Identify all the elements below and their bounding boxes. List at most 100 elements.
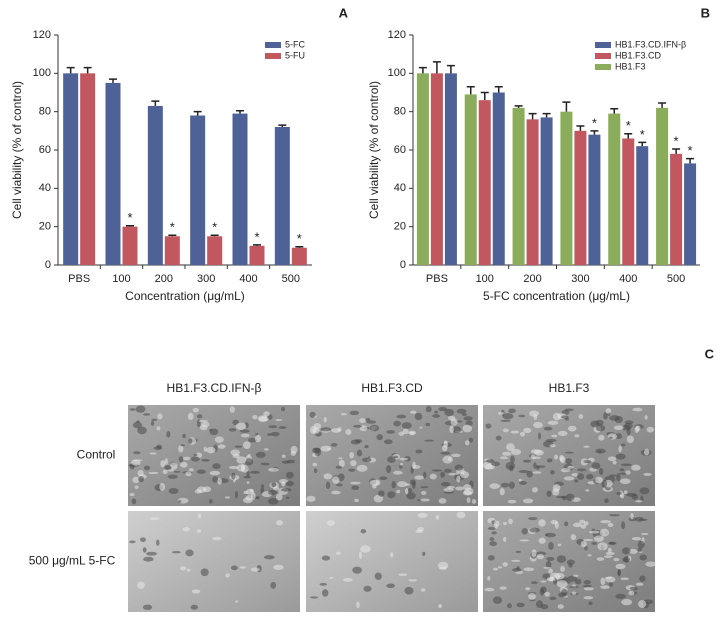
cell <box>320 427 332 432</box>
cell <box>406 492 416 500</box>
cell <box>182 527 190 532</box>
cell <box>235 422 247 430</box>
cell <box>518 414 526 418</box>
bar <box>249 245 265 265</box>
cell <box>628 590 635 596</box>
cell <box>583 580 592 585</box>
y-tick-label: 100 <box>33 67 51 79</box>
cell <box>644 448 650 456</box>
cell <box>138 476 145 483</box>
bar <box>63 73 79 265</box>
cell <box>510 448 522 455</box>
cell <box>544 591 550 597</box>
cell <box>358 551 363 559</box>
cell <box>492 567 499 571</box>
significance-mark: * <box>127 210 132 225</box>
cell <box>432 414 441 418</box>
cell <box>408 487 413 493</box>
cell <box>601 479 608 488</box>
cell <box>314 448 322 457</box>
cell <box>275 493 283 501</box>
cell <box>532 471 542 474</box>
cell <box>608 581 613 587</box>
cell <box>196 414 203 419</box>
cell <box>271 431 280 437</box>
cell <box>231 472 236 480</box>
x-tick-label: 200 <box>523 273 541 285</box>
cell <box>248 437 257 443</box>
cell <box>531 549 537 557</box>
cell <box>624 422 633 430</box>
cell <box>556 495 566 499</box>
cell <box>545 560 552 569</box>
column-header: HB1.F3.CD.IFN-β <box>167 381 262 395</box>
error-bar <box>418 66 427 74</box>
cell <box>456 408 467 414</box>
cell <box>356 449 363 457</box>
cell <box>546 458 553 463</box>
cell <box>441 482 451 487</box>
cell <box>461 412 467 416</box>
y-tick-label: 80 <box>394 106 406 118</box>
x-tick-label: 300 <box>197 273 215 285</box>
cell <box>271 481 277 488</box>
cell <box>572 522 582 528</box>
y-tick-label: 40 <box>394 182 406 194</box>
cell <box>626 492 637 497</box>
cell <box>543 566 551 569</box>
cell <box>553 454 559 460</box>
cell <box>338 457 343 460</box>
cell <box>191 589 201 594</box>
cell <box>549 596 557 601</box>
cell <box>363 585 372 592</box>
cell <box>429 473 437 480</box>
cell <box>607 456 617 461</box>
cell <box>356 464 368 472</box>
cell <box>498 411 504 415</box>
significance-mark: * <box>640 127 645 142</box>
cell <box>568 586 579 589</box>
legend-label: HB1.F3.CD.IFN-β <box>615 39 686 49</box>
cell <box>516 602 525 608</box>
cell <box>640 533 649 536</box>
cell <box>338 459 345 468</box>
cell <box>557 604 564 609</box>
cell <box>492 596 503 604</box>
cell <box>578 414 584 419</box>
cell <box>313 468 318 474</box>
cell <box>440 471 446 478</box>
bar <box>684 163 697 265</box>
cell <box>180 444 185 447</box>
cell <box>290 450 296 456</box>
cell <box>497 566 503 569</box>
error-bar <box>446 64 455 74</box>
cell <box>609 474 617 477</box>
cell <box>595 476 603 484</box>
cell <box>502 451 512 456</box>
cell <box>583 521 589 526</box>
cell <box>567 575 577 582</box>
cell <box>533 421 543 429</box>
error-bar <box>638 141 647 147</box>
cell <box>564 408 574 412</box>
bar <box>444 73 457 265</box>
cell <box>547 420 559 425</box>
bar <box>540 117 553 266</box>
cell <box>361 457 372 463</box>
cell <box>149 452 157 455</box>
cell <box>556 580 568 588</box>
bar <box>105 82 121 266</box>
cell <box>493 520 500 527</box>
cell <box>263 448 269 451</box>
cell <box>414 475 425 480</box>
cell <box>607 547 612 553</box>
cell <box>435 514 440 520</box>
cell <box>198 420 209 423</box>
bar <box>512 107 525 265</box>
cell <box>529 527 540 533</box>
cell <box>438 604 442 609</box>
cell <box>255 451 266 458</box>
cell <box>607 433 618 440</box>
significance-mark: * <box>170 220 175 235</box>
cell <box>252 414 258 420</box>
